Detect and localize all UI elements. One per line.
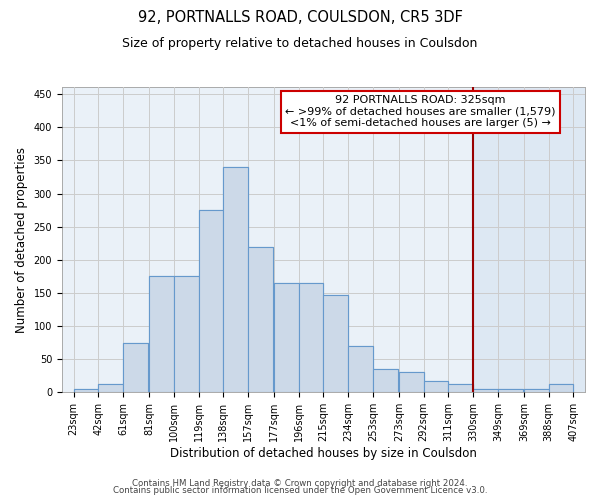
Bar: [123, 342, 148, 392]
Bar: [299, 283, 323, 393]
Text: 92 PORTNALLS ROAD: 325sqm
← >99% of detached houses are smaller (1,579)
<1% of s: 92 PORTNALLS ROAD: 325sqm ← >99% of deta…: [285, 95, 556, 128]
Bar: [399, 372, 424, 392]
Bar: [524, 389, 548, 392]
Bar: [448, 384, 473, 392]
Bar: [399, 372, 424, 392]
Text: Contains public sector information licensed under the Open Government Licence v3: Contains public sector information licen…: [113, 486, 487, 495]
Bar: [348, 346, 373, 393]
Bar: [424, 381, 448, 392]
Bar: [524, 389, 548, 392]
Bar: [74, 389, 98, 392]
Bar: [498, 389, 523, 392]
Bar: [323, 295, 348, 392]
Bar: [548, 384, 573, 392]
Bar: [199, 210, 223, 392]
Text: 92, PORTNALLS ROAD, COULSDON, CR5 3DF: 92, PORTNALLS ROAD, COULSDON, CR5 3DF: [137, 10, 463, 25]
X-axis label: Distribution of detached houses by size in Coulsdon: Distribution of detached houses by size …: [170, 447, 477, 460]
Bar: [199, 210, 223, 392]
Bar: [498, 389, 523, 392]
Bar: [223, 167, 248, 392]
Bar: [473, 389, 498, 392]
Text: Contains HM Land Registry data © Crown copyright and database right 2024.: Contains HM Land Registry data © Crown c…: [132, 478, 468, 488]
Bar: [473, 389, 498, 392]
Bar: [373, 369, 398, 392]
Bar: [62, 88, 473, 393]
Bar: [274, 283, 299, 393]
Bar: [98, 384, 123, 392]
Bar: [274, 283, 299, 393]
Bar: [424, 381, 448, 392]
Bar: [149, 276, 174, 392]
Bar: [74, 389, 98, 392]
Bar: [299, 283, 323, 393]
Bar: [448, 384, 473, 392]
Bar: [248, 246, 273, 392]
Bar: [174, 276, 199, 392]
Text: Size of property relative to detached houses in Coulsdon: Size of property relative to detached ho…: [122, 38, 478, 51]
Bar: [373, 369, 398, 392]
Bar: [323, 295, 348, 392]
Bar: [223, 167, 248, 392]
Bar: [123, 342, 148, 392]
Bar: [348, 346, 373, 393]
Y-axis label: Number of detached properties: Number of detached properties: [15, 147, 28, 333]
Bar: [149, 276, 174, 392]
Bar: [248, 246, 273, 392]
Bar: [473, 88, 585, 393]
Bar: [548, 384, 573, 392]
Bar: [174, 276, 199, 392]
Bar: [98, 384, 123, 392]
